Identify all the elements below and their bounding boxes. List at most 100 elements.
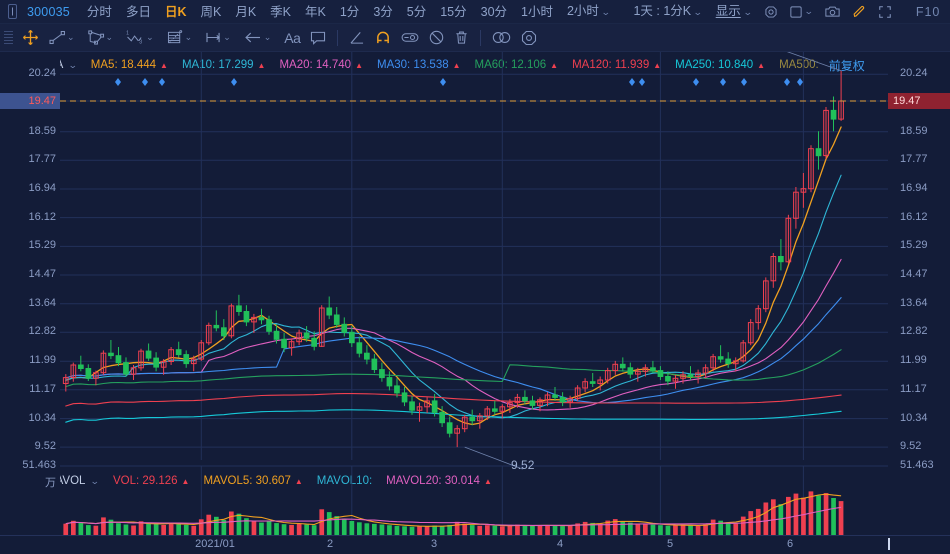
price-tick-left: 18.59 — [28, 124, 56, 137]
crosshair-move-icon[interactable] — [17, 24, 44, 52]
chevron-down-icon[interactable]: ⌄ — [68, 59, 78, 70]
chevron-down-icon[interactable]: ⌄ — [742, 7, 753, 17]
settings-gear-icon[interactable] — [758, 0, 784, 24]
timeframe-label: 1天 : 1分K — [633, 4, 692, 18]
period-1hour[interactable]: 1小时 — [521, 4, 553, 19]
magnet-snap-icon[interactable] — [370, 24, 396, 52]
period-jik[interactable]: 季K — [270, 4, 292, 19]
trend-up-icon: ▲ — [160, 60, 168, 70]
chart-style-icon[interactable]: ⌄ — [784, 0, 819, 24]
ma-value-ma30-text: MA30: 13.538 — [377, 59, 449, 71]
fibonacci-tool-icon[interactable]: ⌄ — [162, 24, 201, 52]
mavol-values-container: VOL: 29.126 ▲ MAVOL5: 30.607 ▲ MAVOL10: MAVOL… — [99, 475, 492, 487]
price-tick-right: 13.64 — [900, 296, 928, 309]
trend-up-icon: ▲ — [550, 60, 559, 70]
trend-up-icon: ▲ — [181, 476, 190, 486]
timeframe-selector[interactable]: 1天 : 1分K ⌄ — [626, 0, 708, 24]
f10-button[interactable]: F10 — [915, 4, 941, 19]
volume-unit-label: 万 — [45, 477, 56, 489]
chart-canvas[interactable]: 20.349.52 — [60, 52, 888, 554]
chevron-down-icon[interactable]: ⌄ — [105, 32, 114, 42]
period-2hour[interactable]: 2小时 ⌄ — [560, 0, 617, 24]
period-niank[interactable]: 年K — [305, 4, 326, 19]
time-tick: 2 — [326, 538, 334, 550]
chevron-down-icon[interactable]: ⌄ — [263, 32, 272, 42]
arrow-tool-icon[interactable]: ⌄ — [239, 24, 280, 52]
mavol-value-mavol5-text: MAVOL5: 30.607 — [203, 475, 291, 487]
polygon-tool-icon[interactable]: ⌄ — [83, 24, 122, 52]
ma-value-ma500[interactable]: MA500: — [765, 59, 819, 71]
ma-value-ma250[interactable]: MA250: 10.840 ▲ — [661, 59, 765, 71]
period-5min[interactable]: 5分 — [406, 4, 427, 19]
hide-drawings-icon[interactable] — [424, 24, 449, 52]
price-tick-right: 10.34 — [900, 411, 928, 424]
price-tick-right: 12.82 — [900, 325, 928, 338]
period-rik[interactable]: 日K — [164, 4, 187, 19]
period-1min[interactable]: 1分 — [339, 4, 360, 19]
delete-drawings-icon[interactable] — [449, 24, 474, 52]
measure-range-tool-icon[interactable]: ⌄ — [200, 24, 239, 52]
ma-value-ma120-text: MA120: 11.939 — [572, 59, 650, 71]
ma-value-ma10[interactable]: MA10: 17.299 ▲ — [168, 59, 266, 71]
layout-toggle-icon[interactable] — [8, 4, 17, 19]
chevron-down-icon[interactable]: ⌄ — [67, 32, 75, 42]
stock-code[interactable]: 300035 — [27, 4, 70, 19]
ma-value-ma20[interactable]: MA20: 14.740 ▲ — [265, 59, 363, 71]
chevron-down-icon[interactable]: ⌄ — [804, 6, 814, 16]
chevron-down-icon[interactable]: ⌄ — [693, 7, 703, 17]
trend-up-icon: ▲ — [257, 60, 266, 70]
period-3min[interactable]: 3分 — [373, 4, 393, 19]
time-tick: 5 — [666, 538, 674, 550]
time-cursor[interactable] — [888, 538, 890, 550]
ma-value-ma500-text: MA500: — [779, 59, 819, 71]
chart-settings-gear-icon[interactable] — [516, 24, 542, 52]
mavol-value-vol[interactable]: VOL: 29.126 ▲ — [99, 475, 190, 487]
ma-value-ma10-text: MA10: 17.299 — [181, 59, 254, 71]
period-15min[interactable]: 15分 — [440, 4, 467, 19]
chevron-down-icon[interactable]: ⌄ — [146, 32, 154, 42]
wave-count-tool-icon[interactable]: 1 3 ⌄ — [121, 24, 162, 52]
period-zhouk[interactable]: 周K — [200, 4, 222, 19]
ma-value-ma60[interactable]: MA60: 12.106 ▲ — [461, 59, 559, 71]
price-tick-left: 9.52 — [34, 440, 56, 453]
adjustment-mode-label[interactable]: 前复权 — [828, 58, 865, 73]
ma-value-ma5[interactable]: MA5: 18.444 ▲ — [77, 59, 168, 71]
compare-overlay-icon[interactable] — [487, 24, 516, 52]
price-tick-left: 10.34 — [28, 411, 56, 424]
chart-surface[interactable]: 20.349.52 20.2420.2419.4719.4718.5918.59… — [0, 52, 950, 554]
toolbar-drag-handle[interactable] — [4, 30, 13, 45]
trend-up-icon: ▲ — [653, 60, 662, 70]
price-tick-left: 16.12 — [28, 210, 56, 223]
fullscreen-icon[interactable] — [872, 0, 898, 24]
period-duori[interactable]: 多日 — [125, 4, 151, 19]
period-30min[interactable]: 30分 — [480, 4, 508, 19]
angle-tool-icon[interactable] — [344, 24, 370, 52]
mavol-value-mavol5[interactable]: MAVOL5: 30.607 ▲ — [189, 475, 302, 487]
last-price-label-left: 19.47 — [0, 93, 60, 110]
mavol-value-mavol20[interactable]: MAVOL20: 30.014 ▲ — [372, 475, 492, 487]
chevron-down-icon[interactable]: ⌄ — [600, 7, 611, 17]
svg-text:3: 3 — [139, 40, 142, 45]
pencil-draw-icon[interactable] — [846, 0, 872, 24]
chevron-down-icon[interactable]: ⌄ — [223, 32, 231, 42]
display-menu[interactable]: 显示 ⌄ — [709, 0, 759, 24]
time-axis[interactable] — [0, 535, 950, 554]
comment-tool-icon[interactable] — [305, 24, 331, 52]
chevron-down-icon[interactable]: ⌄ — [90, 475, 101, 486]
period-fenshi[interactable]: 分时 — [86, 4, 112, 19]
text-tool-icon[interactable]: Aa — [284, 29, 301, 46]
period-yuek[interactable]: 月K — [235, 4, 257, 19]
chevron-down-icon[interactable]: ⌄ — [184, 32, 193, 42]
mavol-value-mavol10[interactable]: MAVOL10: — [303, 475, 372, 487]
plot-area[interactable]: 20.349.52 — [60, 52, 888, 554]
price-tick-left: 14.47 — [28, 267, 56, 280]
ma-value-ma120[interactable]: MA120: 11.939 ▲ — [558, 59, 661, 71]
camera-snapshot-icon[interactable] — [819, 0, 846, 24]
trendline-tool-icon[interactable]: ⌄ — [44, 24, 83, 52]
lock-drawings-icon[interactable] — [396, 24, 424, 52]
ma-value-ma30[interactable]: MA30: 13.538 ▲ — [363, 59, 461, 71]
price-tick-left: 11.17 — [29, 382, 56, 395]
left-price-axis[interactable] — [0, 52, 60, 554]
right-price-axis[interactable] — [888, 52, 950, 554]
